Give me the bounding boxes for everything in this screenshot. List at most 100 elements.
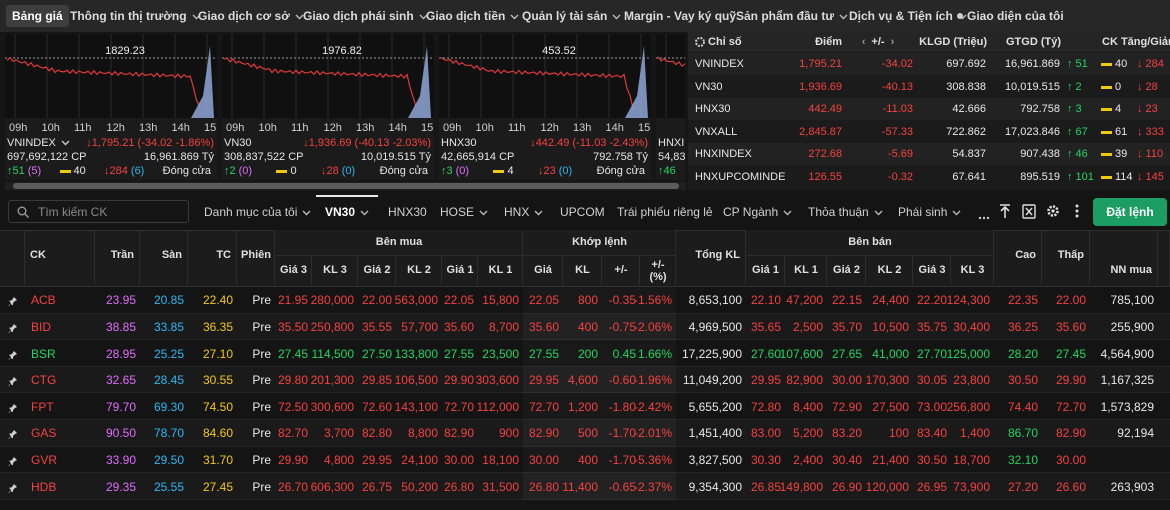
tab[interactable]: HNX30 — [388, 205, 427, 219]
board-cell: 27.45 — [202, 479, 233, 494]
nav-item[interactable]: Dịch vụ & Tiện ích — [849, 8, 967, 24]
market-card[interactable]: 453.52 09h 10h 11h 12h 13h 14h 15h HNX30 ↓442.49 … — [439, 34, 651, 180]
board-cell: 9,354,300 — [688, 479, 742, 494]
card-index-name[interactable]: HNX30 — [441, 137, 477, 149]
board-cell: 120,000 — [865, 479, 909, 494]
settings-icon[interactable] — [1046, 204, 1060, 218]
index-points: 126.55 — [808, 171, 842, 183]
more-icon[interactable] — [978, 209, 990, 220]
scroll-left[interactable]: ‹ — [861, 36, 866, 48]
board-cell: 32.65 — [105, 373, 136, 388]
board-cell: 26.80 — [443, 479, 474, 494]
column-header: KL 1 — [488, 264, 513, 276]
card-index-name[interactable]: VN30 — [224, 137, 252, 149]
pin-icon[interactable] — [8, 482, 18, 493]
board-row-bg[interactable] — [0, 340, 1170, 367]
pin-icon[interactable] — [8, 402, 18, 413]
market-card[interactable]: 1976.82 09h 10h 11h 12h 13h 14h 15h VN30 ↓1,936.6… — [222, 34, 434, 180]
board-row-bg[interactable] — [0, 420, 1170, 447]
card-value: 792.758 Tỷ — [593, 151, 648, 163]
board-cell: 4,600 — [567, 373, 598, 388]
search-box[interactable]: Tìm kiếm CK — [8, 200, 189, 223]
stock-symbol[interactable]: GAS — [31, 426, 57, 441]
tab[interactable]: HOSE — [440, 204, 488, 220]
column-header: Cao — [1015, 249, 1036, 261]
card-index-name[interactable]: VNINDEX — [7, 135, 70, 151]
market-card[interactable]: 1829.23 09h 10h 11h 12h 13h 14h 15h VNINDEX ↓1,79… — [5, 34, 217, 180]
board-cell: 4,564,900 — [1100, 346, 1154, 361]
tab[interactable]: VN30 — [325, 204, 369, 220]
pin-icon[interactable] — [8, 322, 18, 333]
flat-bar — [493, 169, 505, 173]
card-volume: 42,665,914 CP — [441, 151, 515, 163]
nav-item[interactable]: Giao diện của tôi — [967, 9, 1064, 23]
stock-symbol[interactable]: GVR — [31, 452, 58, 467]
index-name[interactable]: VNINDEX — [695, 58, 744, 70]
tab[interactable]: Trái phiếu riêng lẻ — [617, 205, 713, 219]
board-cell: 112,000 — [476, 399, 520, 414]
board-cell: 27.45 — [277, 346, 308, 361]
pin-icon[interactable] — [8, 455, 18, 466]
board-row-bg[interactable] — [0, 393, 1170, 420]
nav-item[interactable]: Sản phẩm đầu tư — [736, 8, 848, 24]
board-cell: -1.80 — [608, 399, 636, 414]
board-row-bg[interactable] — [0, 313, 1170, 341]
tab[interactable]: HNX — [504, 204, 543, 220]
board-cell: -1.70 — [608, 452, 636, 467]
pin-icon[interactable] — [8, 349, 18, 360]
board-cell: 35.70 — [831, 319, 862, 334]
board-row-bg[interactable] — [0, 446, 1170, 474]
index-name[interactable]: HNXUPCOMINDE — [695, 171, 786, 183]
flat-bar — [1101, 85, 1112, 89]
scroll-right[interactable]: › — [890, 36, 895, 48]
index-name[interactable]: HNXINDEX — [695, 148, 752, 161]
settings-icon[interactable] — [694, 36, 706, 48]
upload-icon[interactable] — [999, 204, 1011, 219]
order-button[interactable]: Đặt lệnh — [1093, 198, 1167, 226]
market-card[interactable]: HNXI 54,83 ↑46 — [656, 34, 685, 180]
nav-item[interactable]: Thông tin thị trường — [70, 8, 201, 24]
stock-symbol[interactable]: HDB — [31, 479, 57, 494]
card-index-name[interactable]: HNXI — [658, 137, 685, 149]
board-cell: 30.50 — [916, 452, 947, 467]
time-label: 12h — [106, 122, 125, 134]
chevron-path — [360, 210, 369, 216]
card-stats: ↑46 — [658, 163, 685, 179]
index-header: GTGD (Tỷ) — [1006, 36, 1061, 48]
nav-item[interactable]: Bảng giá — [12, 9, 63, 23]
index-unchanged: 0 — [1115, 80, 1122, 93]
kebab-icon[interactable] — [1075, 204, 1079, 218]
pin-icon[interactable] — [8, 428, 18, 440]
nav-item[interactable]: Giao dịch tiền — [426, 8, 519, 24]
nav-active-bg — [6, 5, 69, 27]
tab[interactable]: Thỏa thuận — [808, 204, 883, 220]
settings-icon-svg — [695, 37, 705, 47]
tab[interactable]: Phái sinh — [898, 204, 961, 220]
nav-item[interactable]: Quản lý tài sản — [522, 8, 621, 24]
board-row-bg[interactable] — [0, 473, 1170, 500]
index-change: -34.02 — [881, 58, 913, 70]
stock-symbol[interactable]: FPT — [31, 399, 54, 414]
excel-icon[interactable] — [1022, 204, 1036, 219]
nav-item[interactable]: Giao dịch cơ sở — [198, 8, 304, 24]
stock-symbol[interactable]: BSR — [31, 346, 56, 361]
stock-symbol[interactable]: ACB — [31, 293, 56, 308]
floor-count: (0) — [558, 165, 573, 177]
board-row-bg[interactable] — [0, 287, 1170, 314]
nav-item[interactable]: Margin - Vay ký quỹ — [624, 9, 737, 23]
pin-icon[interactable] — [8, 295, 18, 307]
tab[interactable]: CP Ngành — [723, 204, 792, 220]
stock-symbol[interactable]: CTG — [31, 373, 57, 388]
tab[interactable]: UPCOM — [560, 205, 605, 219]
index-name[interactable]: VN30 — [695, 80, 723, 93]
gear — [1047, 205, 1059, 217]
pin-icon[interactable] — [8, 375, 18, 387]
board-row-bg[interactable] — [0, 366, 1170, 394]
board-cell: 563,000 — [394, 293, 438, 308]
nav-item[interactable]: Giao dịch phái sinh — [303, 8, 428, 24]
index-name[interactable]: HNX30 — [695, 103, 731, 116]
stock-symbol[interactable]: BID — [31, 319, 52, 334]
board-cell: 27.10 — [202, 346, 233, 361]
tab[interactable]: Danh mục của tôi — [204, 204, 311, 220]
index-name[interactable]: VNXALL — [695, 125, 738, 138]
